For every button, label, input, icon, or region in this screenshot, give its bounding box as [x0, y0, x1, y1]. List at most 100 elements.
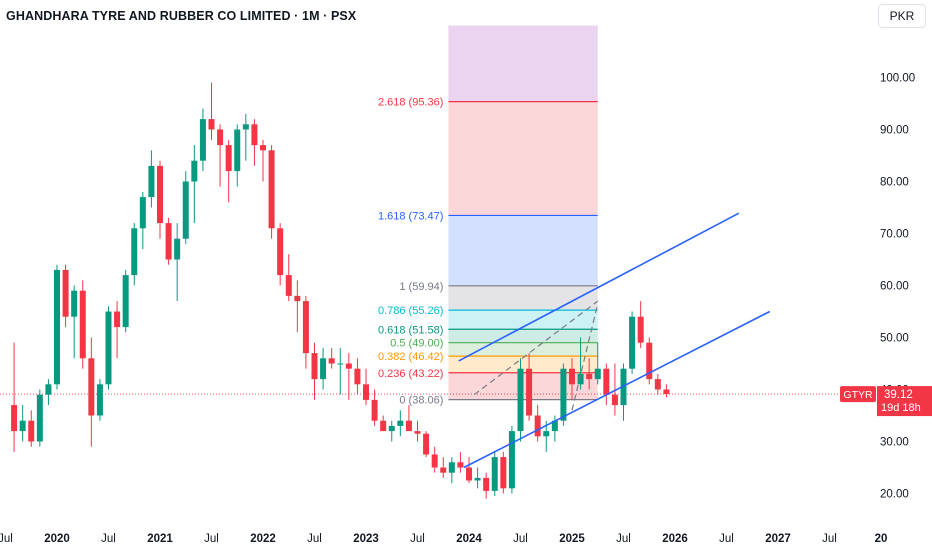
- channel-line[interactable]: [463, 310, 771, 469]
- candle-body: [423, 433, 430, 455]
- projection-line[interactable]: [571, 303, 599, 411]
- candle[interactable]: [182, 171, 189, 244]
- candle[interactable]: [345, 353, 352, 400]
- candle[interactable]: [302, 295, 309, 369]
- fib-level-label: 1.618 (73.47): [378, 210, 443, 222]
- candle-body: [174, 238, 181, 260]
- candle[interactable]: [242, 113, 249, 161]
- y-tick-label: 60.00: [880, 281, 909, 293]
- candle-body: [105, 311, 112, 385]
- candle[interactable]: [594, 342, 601, 385]
- price-tag: GTYR 39.12 19d 18h: [840, 386, 932, 417]
- candle[interactable]: [28, 410, 35, 447]
- candle[interactable]: [620, 363, 627, 421]
- candle[interactable]: [294, 280, 301, 333]
- candle[interactable]: [637, 301, 644, 348]
- candle[interactable]: [139, 191, 146, 250]
- candle[interactable]: [663, 384, 670, 398]
- candle[interactable]: [474, 467, 481, 489]
- candle[interactable]: [517, 358, 524, 442]
- candle[interactable]: [79, 280, 86, 369]
- candle[interactable]: [11, 342, 18, 452]
- candle[interactable]: [431, 446, 438, 473]
- candle[interactable]: [36, 389, 43, 447]
- candle[interactable]: [62, 264, 69, 328]
- candle[interactable]: [380, 415, 387, 432]
- candle[interactable]: [500, 451, 507, 494]
- candle[interactable]: [457, 451, 464, 473]
- fib-level-label: 0.786 (55.26): [378, 305, 443, 317]
- candle-body: [363, 384, 369, 400]
- candle[interactable]: [491, 451, 498, 497]
- candle[interactable]: [371, 389, 378, 426]
- candle[interactable]: [414, 420, 421, 442]
- candle[interactable]: [354, 358, 361, 395]
- fib-zone: [448, 329, 598, 343]
- candle[interactable]: [569, 358, 575, 400]
- candle[interactable]: [217, 124, 224, 187]
- candle[interactable]: [251, 119, 258, 166]
- candle[interactable]: [388, 420, 395, 442]
- candle[interactable]: [165, 217, 172, 265]
- candle[interactable]: [483, 472, 490, 499]
- candle[interactable]: [225, 139, 232, 203]
- candle[interactable]: [448, 457, 455, 484]
- fib-level-label: 0.5 (49.00): [390, 338, 443, 350]
- candle-body: [208, 119, 215, 130]
- x-tick-label: Jul: [101, 533, 116, 545]
- candle[interactable]: [577, 337, 584, 390]
- candle[interactable]: [646, 337, 653, 385]
- candle[interactable]: [71, 285, 78, 359]
- candle[interactable]: [234, 124, 241, 187]
- candle[interactable]: [337, 347, 344, 395]
- candle[interactable]: [268, 145, 275, 239]
- candle-body: [225, 145, 232, 172]
- candle[interactable]: [174, 223, 181, 302]
- candle[interactable]: [199, 108, 206, 172]
- candle[interactable]: [534, 405, 541, 442]
- candle[interactable]: [277, 223, 284, 286]
- candle[interactable]: [19, 405, 26, 442]
- candle[interactable]: [45, 379, 52, 406]
- candle[interactable]: [208, 82, 215, 140]
- trend-channel: [458, 212, 771, 469]
- candle[interactable]: [122, 269, 129, 333]
- candle[interactable]: [191, 145, 198, 224]
- candle[interactable]: [54, 264, 60, 390]
- fib-zone: [448, 101, 598, 216]
- x-tick-label: Jul: [719, 533, 734, 545]
- candle[interactable]: [363, 368, 369, 406]
- candle[interactable]: [466, 457, 472, 484]
- candle[interactable]: [423, 431, 430, 458]
- projection-line[interactable]: [473, 300, 599, 396]
- candle[interactable]: [603, 363, 610, 406]
- candle[interactable]: [96, 379, 103, 421]
- candle[interactable]: [88, 337, 95, 447]
- candle[interactable]: [526, 353, 533, 421]
- candle[interactable]: [131, 223, 138, 286]
- candle[interactable]: [320, 347, 327, 390]
- currency-selector[interactable]: PKR: [878, 4, 926, 28]
- candle[interactable]: [148, 150, 155, 208]
- candle[interactable]: [105, 306, 112, 390]
- candle[interactable]: [508, 425, 515, 494]
- candle-body: [36, 394, 43, 442]
- candle[interactable]: [551, 415, 558, 442]
- candle[interactable]: [611, 363, 618, 416]
- candle[interactable]: [586, 358, 593, 390]
- candle[interactable]: [560, 363, 567, 426]
- candle[interactable]: [328, 347, 335, 369]
- candle[interactable]: [440, 457, 447, 478]
- candle[interactable]: [629, 311, 636, 374]
- candle[interactable]: [311, 342, 318, 400]
- channel-line[interactable]: [458, 212, 740, 362]
- candle[interactable]: [285, 254, 292, 302]
- candle[interactable]: [260, 139, 266, 182]
- candle[interactable]: [114, 301, 121, 359]
- candle-body: [122, 275, 129, 328]
- candle[interactable]: [405, 405, 412, 432]
- candle[interactable]: [397, 410, 404, 437]
- candle[interactable]: [157, 160, 163, 239]
- candle[interactable]: [654, 373, 661, 395]
